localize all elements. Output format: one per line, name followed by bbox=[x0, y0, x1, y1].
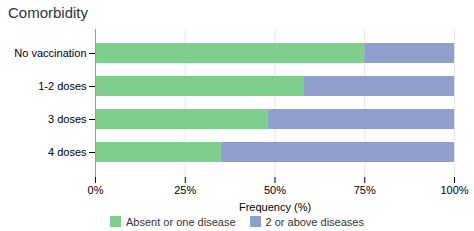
svg-text:50%: 50% bbox=[264, 184, 286, 196]
svg-text:25%: 25% bbox=[174, 184, 196, 196]
svg-text:No vaccination: No vaccination bbox=[14, 47, 86, 59]
svg-text:3 doses: 3 doses bbox=[48, 113, 87, 125]
svg-text:4 doses: 4 doses bbox=[48, 146, 87, 158]
html-text:Absent or one disease: Absent or one disease bbox=[126, 216, 236, 228]
html-text:2 or above diseases: 2 or above diseases bbox=[265, 216, 364, 228]
svg-text:1-2 doses: 1-2 doses bbox=[38, 80, 87, 92]
svg-text:75%: 75% bbox=[354, 184, 376, 196]
html-text:Comorbidity: Comorbidity bbox=[8, 4, 88, 21]
svg-text:Frequency (%): Frequency (%) bbox=[239, 201, 311, 213]
svg-text:100%: 100% bbox=[440, 184, 468, 196]
svg-text:0%: 0% bbox=[88, 184, 104, 196]
